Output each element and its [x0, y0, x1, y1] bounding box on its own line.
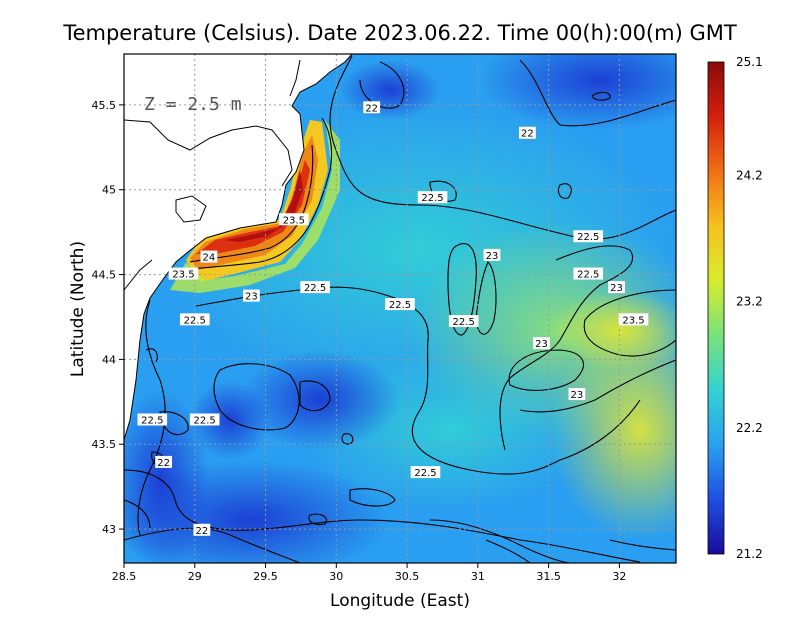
x-axis-label: Longitude (East) — [330, 591, 470, 611]
contour-label-background — [137, 413, 168, 426]
x-tick-label: 31.5 — [536, 570, 561, 583]
contour-label: 22.5 — [194, 415, 216, 426]
colorbar-tick-label: 22.2 — [736, 421, 763, 435]
contour-label: 23 — [571, 390, 584, 401]
colorbar-tick-label: 23.2 — [736, 295, 763, 309]
colorbar-tick-label: 21.2 — [736, 547, 763, 561]
contour-label-background — [410, 466, 441, 479]
contour-label: 22.5 — [453, 317, 475, 328]
contour-label-background — [242, 289, 260, 302]
contour-label-background — [417, 191, 448, 204]
contour-label: 22.5 — [577, 232, 599, 243]
contour-label: 23 — [245, 292, 258, 303]
contour-label: 22 — [521, 129, 534, 140]
contour-label-background — [193, 523, 211, 536]
y-tick-label: 43 — [102, 523, 116, 536]
contour-label: 22 — [157, 458, 170, 469]
contour-label: 23.5 — [172, 270, 194, 281]
x-tick-label: 29 — [188, 570, 202, 583]
contour-label-background — [279, 213, 309, 226]
longitude-ticks: 28.5 29 29.5 30 30.5 31 31.5 32 — [112, 563, 626, 583]
contour-label-background — [385, 298, 415, 311]
map-gridlines — [124, 54, 676, 563]
contour-label-background — [179, 313, 210, 326]
contour-label: 22 — [195, 526, 208, 537]
y-tick-label: 44.5 — [92, 269, 117, 282]
contour-label-background — [200, 250, 218, 263]
depth-label: Z = 2.5 m — [144, 94, 242, 115]
contour-label-background — [568, 388, 586, 401]
contour-label-background — [518, 126, 536, 139]
contour-label: 23 — [610, 283, 623, 294]
contour-label: 22.5 — [141, 415, 163, 426]
contour-label-background — [363, 101, 381, 114]
land-area — [124, 54, 353, 441]
colorbar: 25.1 24.2 23.2 22.2 21.2 — [707, 55, 763, 561]
contour-label-background — [448, 315, 479, 328]
y-tick-label: 45 — [102, 184, 116, 197]
contour-label-background — [483, 248, 501, 261]
contour-label: 22.5 — [421, 193, 443, 204]
y-tick-label: 43.5 — [92, 438, 117, 451]
contour-label-background — [155, 455, 173, 468]
x-tick-label: 31 — [471, 570, 485, 583]
contour-label: 23 — [486, 251, 499, 262]
contour-label-background — [533, 337, 550, 350]
contour-label: 22.5 — [389, 300, 411, 311]
x-tick-label: 32 — [612, 570, 626, 583]
contour-label: 23 — [535, 339, 548, 350]
y-tick-label: 45.5 — [92, 99, 117, 112]
y-tick-label: 44 — [102, 353, 116, 366]
colorbar-ticks: 25.1 24.2 23.2 22.2 21.2 — [736, 55, 763, 561]
x-tick-label: 30 — [329, 570, 343, 583]
contour-label: 23.5 — [622, 315, 644, 326]
y-axis-label: Latitude (North) — [68, 241, 88, 377]
contour-label: 22.5 — [184, 315, 206, 326]
colorbar-tick-label: 25.1 — [736, 55, 763, 69]
contour-label: 23.5 — [283, 215, 305, 226]
contour-label-background — [573, 267, 604, 280]
contour-label-background — [168, 267, 199, 280]
x-tick-label: 30.5 — [395, 570, 420, 583]
latitude-ticks: 43 43.5 44 44.5 45 45.5 — [92, 99, 124, 536]
contour-labels: 22 22 22.5 23.5 22.5 24 23 22.5 23.5 22.5 23 23 22.5… — [137, 101, 649, 537]
contour-label: 22.5 — [577, 270, 599, 281]
contour-label-background — [608, 281, 625, 294]
map-frame — [123, 53, 677, 564]
contour-label: 22 — [365, 103, 378, 114]
map-title: Temperature (Celsius). Date 2023.06.22. … — [62, 21, 737, 45]
contour-label: 24 — [203, 253, 216, 264]
contour-label: 22.5 — [304, 283, 326, 294]
contour-label-background — [573, 230, 604, 243]
contour-label-background — [189, 413, 220, 426]
contour-label-background — [300, 281, 330, 294]
x-tick-label: 28.5 — [112, 570, 137, 583]
contour-label-background — [618, 313, 649, 326]
colorbar-scale — [707, 61, 725, 555]
colorbar-tick-label: 24.2 — [736, 169, 763, 183]
x-tick-label: 29.5 — [253, 570, 278, 583]
contour-label: 22.5 — [414, 468, 436, 479]
